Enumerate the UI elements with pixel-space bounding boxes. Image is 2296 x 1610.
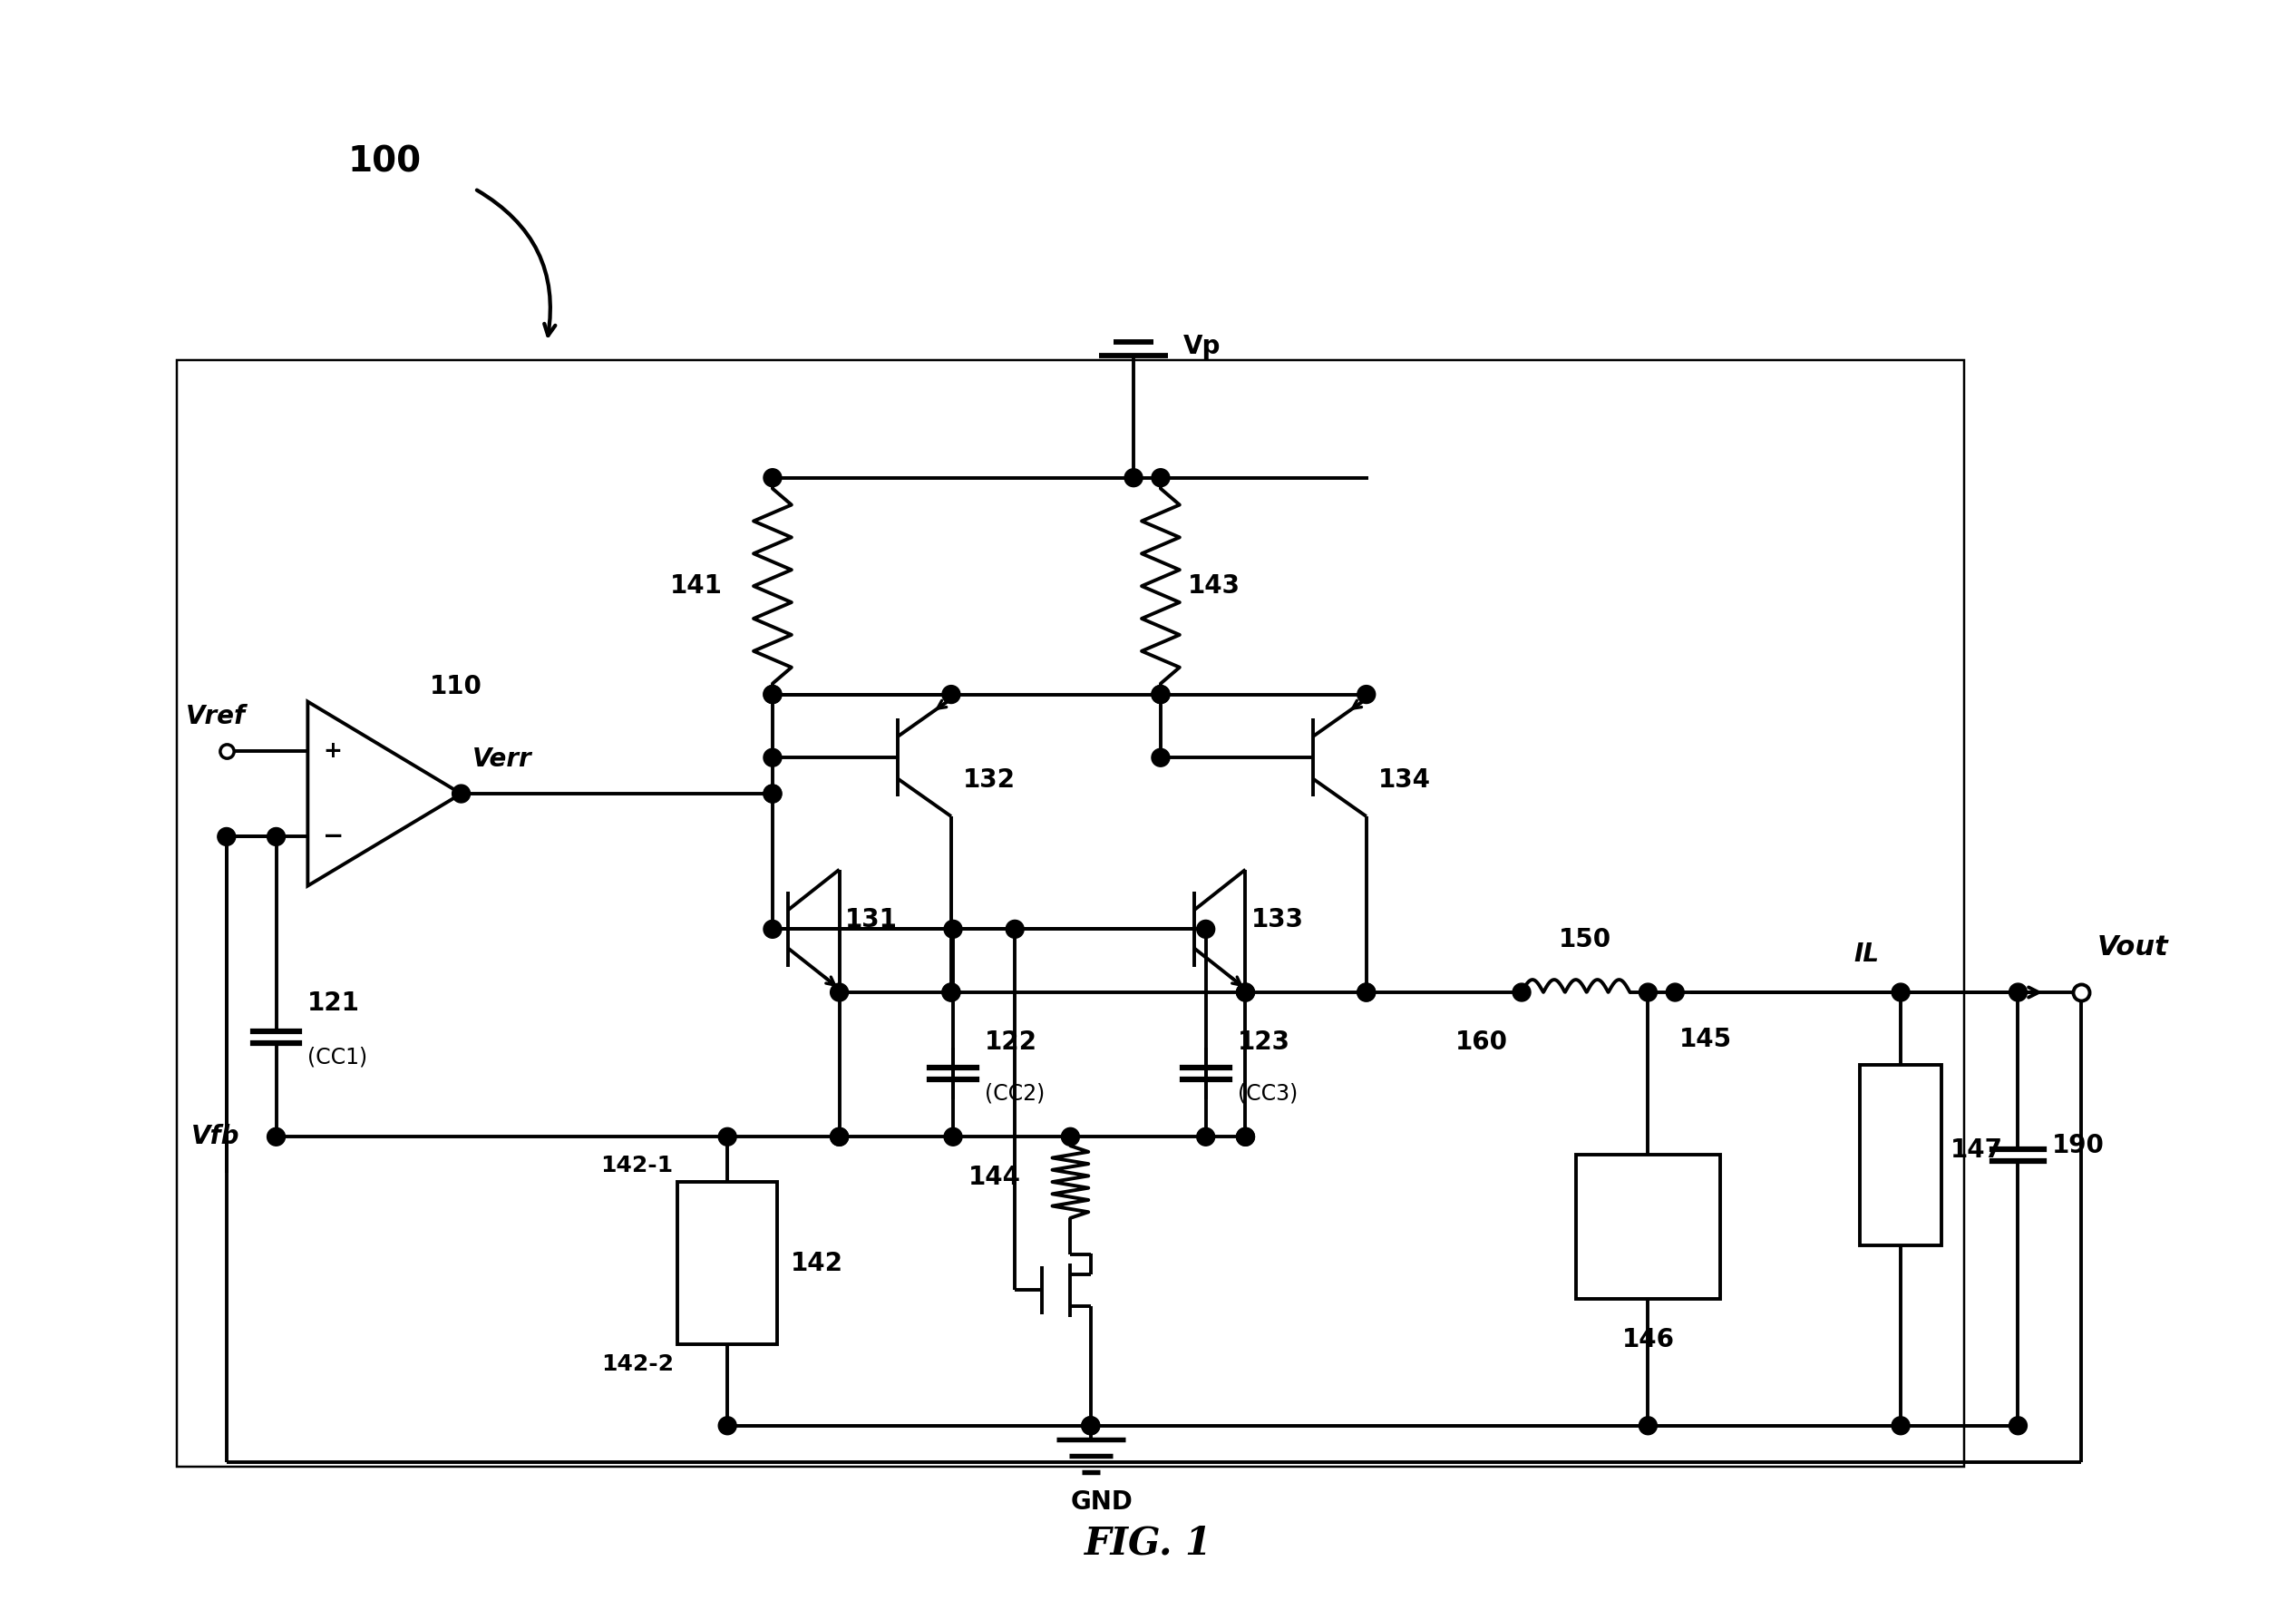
Circle shape: [1061, 1127, 1079, 1146]
Text: Vp: Vp: [1182, 335, 1221, 359]
Circle shape: [1153, 749, 1169, 766]
Text: 100: 100: [347, 145, 420, 179]
Circle shape: [941, 984, 960, 1001]
Text: (CC2): (CC2): [985, 1082, 1045, 1104]
Circle shape: [1238, 1127, 1254, 1146]
Circle shape: [765, 469, 781, 486]
Text: GND: GND: [1070, 1489, 1132, 1515]
Circle shape: [719, 1417, 737, 1435]
Text: IL: IL: [1855, 942, 1880, 968]
Circle shape: [831, 1127, 847, 1146]
Text: 160: 160: [1456, 1029, 1508, 1055]
Circle shape: [831, 984, 847, 1001]
Circle shape: [1667, 984, 1683, 1001]
Text: FIG. 1: FIG. 1: [1084, 1525, 1212, 1562]
Text: +: +: [324, 741, 342, 762]
Circle shape: [1196, 1127, 1215, 1146]
Circle shape: [765, 784, 781, 803]
Circle shape: [1639, 1417, 1658, 1435]
Bar: [177, 361, 1963, 1467]
Circle shape: [1357, 984, 1375, 1001]
Circle shape: [1238, 984, 1254, 1001]
Circle shape: [1357, 984, 1375, 1001]
Text: 150: 150: [1559, 927, 1612, 953]
Circle shape: [1238, 1127, 1254, 1146]
Circle shape: [765, 749, 781, 766]
Text: 123: 123: [1238, 1029, 1290, 1055]
Text: 142: 142: [790, 1251, 843, 1275]
Text: 145: 145: [1681, 1027, 1731, 1051]
Text: (CC1): (CC1): [308, 1046, 367, 1067]
Bar: [1575, 1154, 1720, 1299]
Circle shape: [266, 1127, 285, 1146]
Text: 131: 131: [845, 908, 898, 932]
Text: 132: 132: [962, 768, 1015, 792]
Circle shape: [266, 828, 285, 845]
Circle shape: [1006, 919, 1024, 939]
Circle shape: [1357, 686, 1375, 704]
Circle shape: [944, 1127, 962, 1146]
Text: −: −: [321, 824, 344, 850]
Circle shape: [1153, 686, 1169, 704]
Circle shape: [1153, 686, 1169, 704]
Circle shape: [1892, 1417, 1910, 1435]
Text: 146: 146: [1621, 1327, 1674, 1352]
Text: Vfb: Vfb: [191, 1124, 241, 1150]
Text: Vout: Vout: [2099, 934, 2170, 960]
Circle shape: [765, 919, 781, 939]
Circle shape: [765, 784, 781, 803]
Circle shape: [944, 919, 962, 939]
Text: 134: 134: [1378, 768, 1430, 792]
Circle shape: [1081, 1417, 1100, 1435]
Text: 121: 121: [308, 990, 360, 1016]
Circle shape: [1125, 469, 1143, 486]
Text: 147: 147: [1949, 1138, 2002, 1162]
Circle shape: [941, 686, 960, 704]
Circle shape: [941, 984, 960, 1001]
Circle shape: [765, 686, 781, 704]
Circle shape: [765, 686, 781, 704]
Circle shape: [1513, 984, 1531, 1001]
Text: 141: 141: [670, 573, 723, 599]
Text: Verr: Verr: [473, 747, 530, 773]
Circle shape: [831, 1127, 847, 1146]
Text: 190: 190: [2053, 1133, 2105, 1159]
Circle shape: [1196, 919, 1215, 939]
Circle shape: [1081, 1417, 1100, 1435]
Circle shape: [1153, 469, 1169, 486]
Text: (CC3): (CC3): [1238, 1082, 1297, 1104]
Circle shape: [1892, 984, 1910, 1001]
Bar: [1860, 1064, 1942, 1245]
Circle shape: [1238, 984, 1254, 1001]
Text: 133: 133: [1251, 908, 1304, 932]
Circle shape: [452, 784, 471, 803]
Circle shape: [218, 828, 236, 845]
Text: 142-1: 142-1: [602, 1154, 673, 1177]
Circle shape: [2009, 1417, 2027, 1435]
Text: 143: 143: [1187, 573, 1240, 599]
Circle shape: [2009, 984, 2027, 1001]
Text: 144: 144: [969, 1164, 1022, 1190]
Text: 142-2: 142-2: [602, 1354, 673, 1375]
Text: 110: 110: [429, 673, 482, 699]
Bar: [677, 1182, 776, 1344]
Text: Vref: Vref: [186, 704, 246, 729]
Circle shape: [719, 1127, 737, 1146]
Circle shape: [1639, 984, 1658, 1001]
Text: 122: 122: [985, 1029, 1038, 1055]
